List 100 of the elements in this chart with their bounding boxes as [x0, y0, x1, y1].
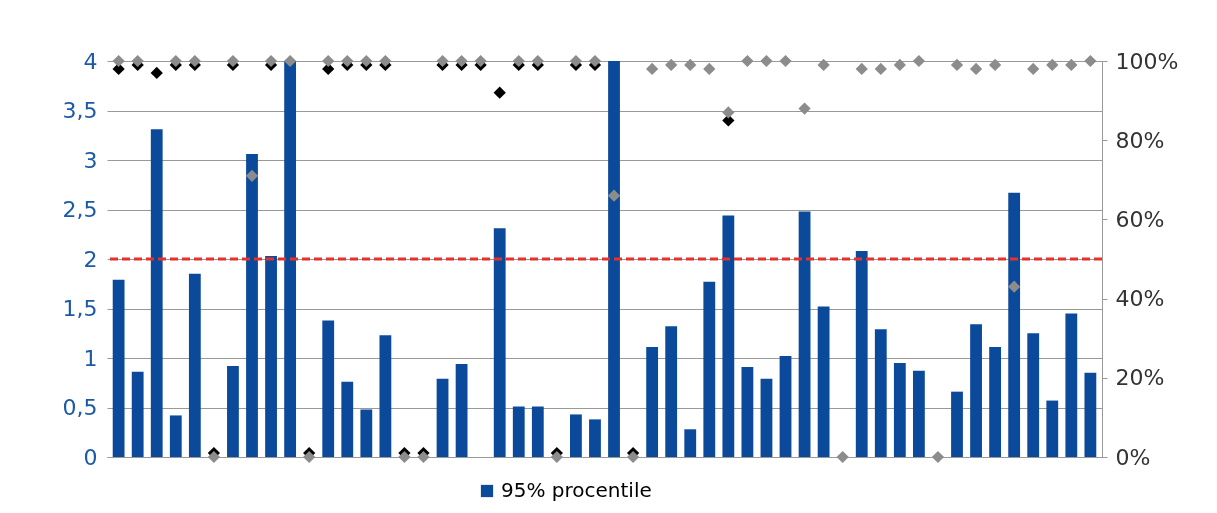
point: [550, 450, 563, 464]
bar: [246, 154, 258, 457]
point: [722, 106, 735, 119]
bar: [169, 415, 182, 457]
bar: [703, 281, 716, 457]
bar: [1027, 333, 1040, 457]
y2-tick-label: 80%: [1115, 127, 1165, 153]
point: [1008, 280, 1021, 293]
point: [855, 62, 868, 76]
bar: [779, 356, 792, 457]
point: [703, 62, 716, 76]
bar: [874, 329, 887, 457]
bar: [360, 409, 373, 457]
point: [226, 54, 240, 68]
bar: [684, 429, 697, 457]
bar: [493, 228, 506, 457]
bar: [265, 256, 277, 457]
bar: [150, 129, 163, 457]
bar: [341, 381, 354, 457]
point: [569, 54, 583, 68]
bar: [455, 363, 468, 457]
point: [169, 54, 182, 68]
bar: [1065, 313, 1078, 457]
point: [684, 58, 697, 72]
bar: [112, 279, 125, 457]
bar: [1008, 192, 1021, 457]
point: [417, 450, 430, 464]
point: [836, 450, 849, 464]
point: [874, 62, 887, 76]
point: [493, 86, 506, 99]
bar: [722, 215, 735, 457]
bar: [970, 324, 982, 457]
bar: [322, 320, 335, 457]
y-tick-label: 3,5: [62, 98, 98, 123]
point: [531, 54, 544, 68]
bar: [608, 61, 620, 457]
point: [817, 58, 830, 72]
point: [112, 54, 125, 68]
y-tick-label: 0: [83, 444, 98, 470]
point: [1046, 58, 1059, 72]
bar: [512, 406, 525, 457]
bar: [665, 326, 678, 457]
point: [131, 54, 144, 68]
bar: [227, 365, 239, 457]
point: [474, 54, 487, 68]
bar: [188, 273, 201, 457]
y-tick-label: 0,5: [62, 395, 98, 420]
y2-tick-label: 60%: [1115, 206, 1165, 232]
legend-label: 95% procentile: [501, 478, 652, 502]
y2-tick-label: 40%: [1115, 286, 1165, 312]
point: [626, 450, 640, 464]
bar: [570, 414, 582, 457]
point: [798, 102, 811, 115]
bar: [379, 335, 392, 457]
y2-tick-label: 0%: [1115, 444, 1151, 470]
point: [665, 58, 678, 72]
y-tick-label: 3: [83, 147, 98, 173]
point: [988, 58, 1002, 72]
point: [360, 54, 373, 68]
bar: [760, 378, 773, 457]
point: [893, 58, 906, 72]
bar: [1046, 400, 1059, 457]
point: [950, 58, 964, 72]
bar: [912, 370, 925, 457]
point: [512, 54, 525, 68]
bar: [951, 391, 963, 457]
point: [398, 450, 411, 464]
y-tick-label: 2: [83, 246, 98, 272]
point: [264, 54, 278, 68]
y-tick-label: 1: [83, 345, 98, 371]
point: [741, 54, 754, 68]
point: [303, 450, 316, 464]
point: [283, 54, 297, 68]
point: [607, 189, 621, 202]
point: [341, 54, 354, 68]
bar: [893, 362, 906, 457]
point: [207, 450, 221, 464]
y-tick-label: 1,5: [62, 296, 98, 321]
point: [760, 54, 773, 68]
bar: [1084, 372, 1097, 457]
point: [150, 66, 163, 79]
point: [379, 54, 392, 68]
point: [1084, 54, 1097, 68]
y2-tick-label: 20%: [1115, 365, 1165, 391]
point: [245, 169, 259, 182]
point: [1027, 62, 1040, 76]
bar: [531, 406, 544, 457]
point: [188, 54, 201, 68]
bar: [589, 419, 601, 457]
bar: [817, 306, 830, 457]
bar: [741, 366, 754, 457]
point: [779, 54, 792, 68]
bar: [646, 347, 659, 457]
bar: [436, 378, 449, 457]
point: [646, 62, 659, 76]
point: [1065, 58, 1078, 72]
point: [455, 54, 468, 68]
point: [322, 62, 335, 76]
point: [912, 54, 926, 68]
point: [931, 450, 945, 464]
